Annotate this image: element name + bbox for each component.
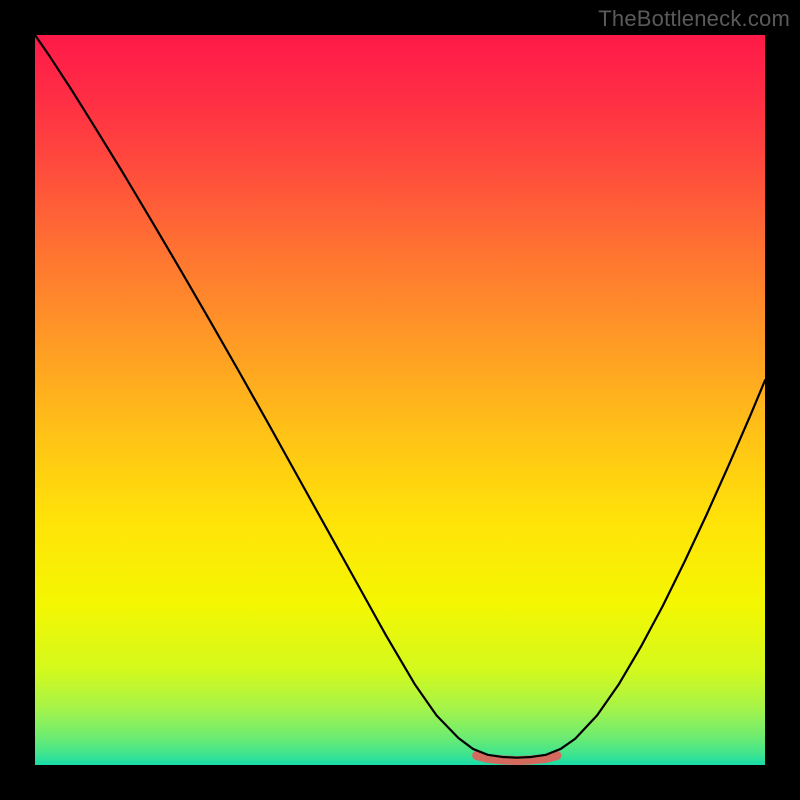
chart-svg — [35, 35, 765, 765]
watermark-text: TheBottleneck.com — [598, 6, 790, 32]
chart-container: TheBottleneck.com — [0, 0, 800, 800]
chart-background — [35, 35, 765, 765]
plot-area — [35, 35, 765, 765]
